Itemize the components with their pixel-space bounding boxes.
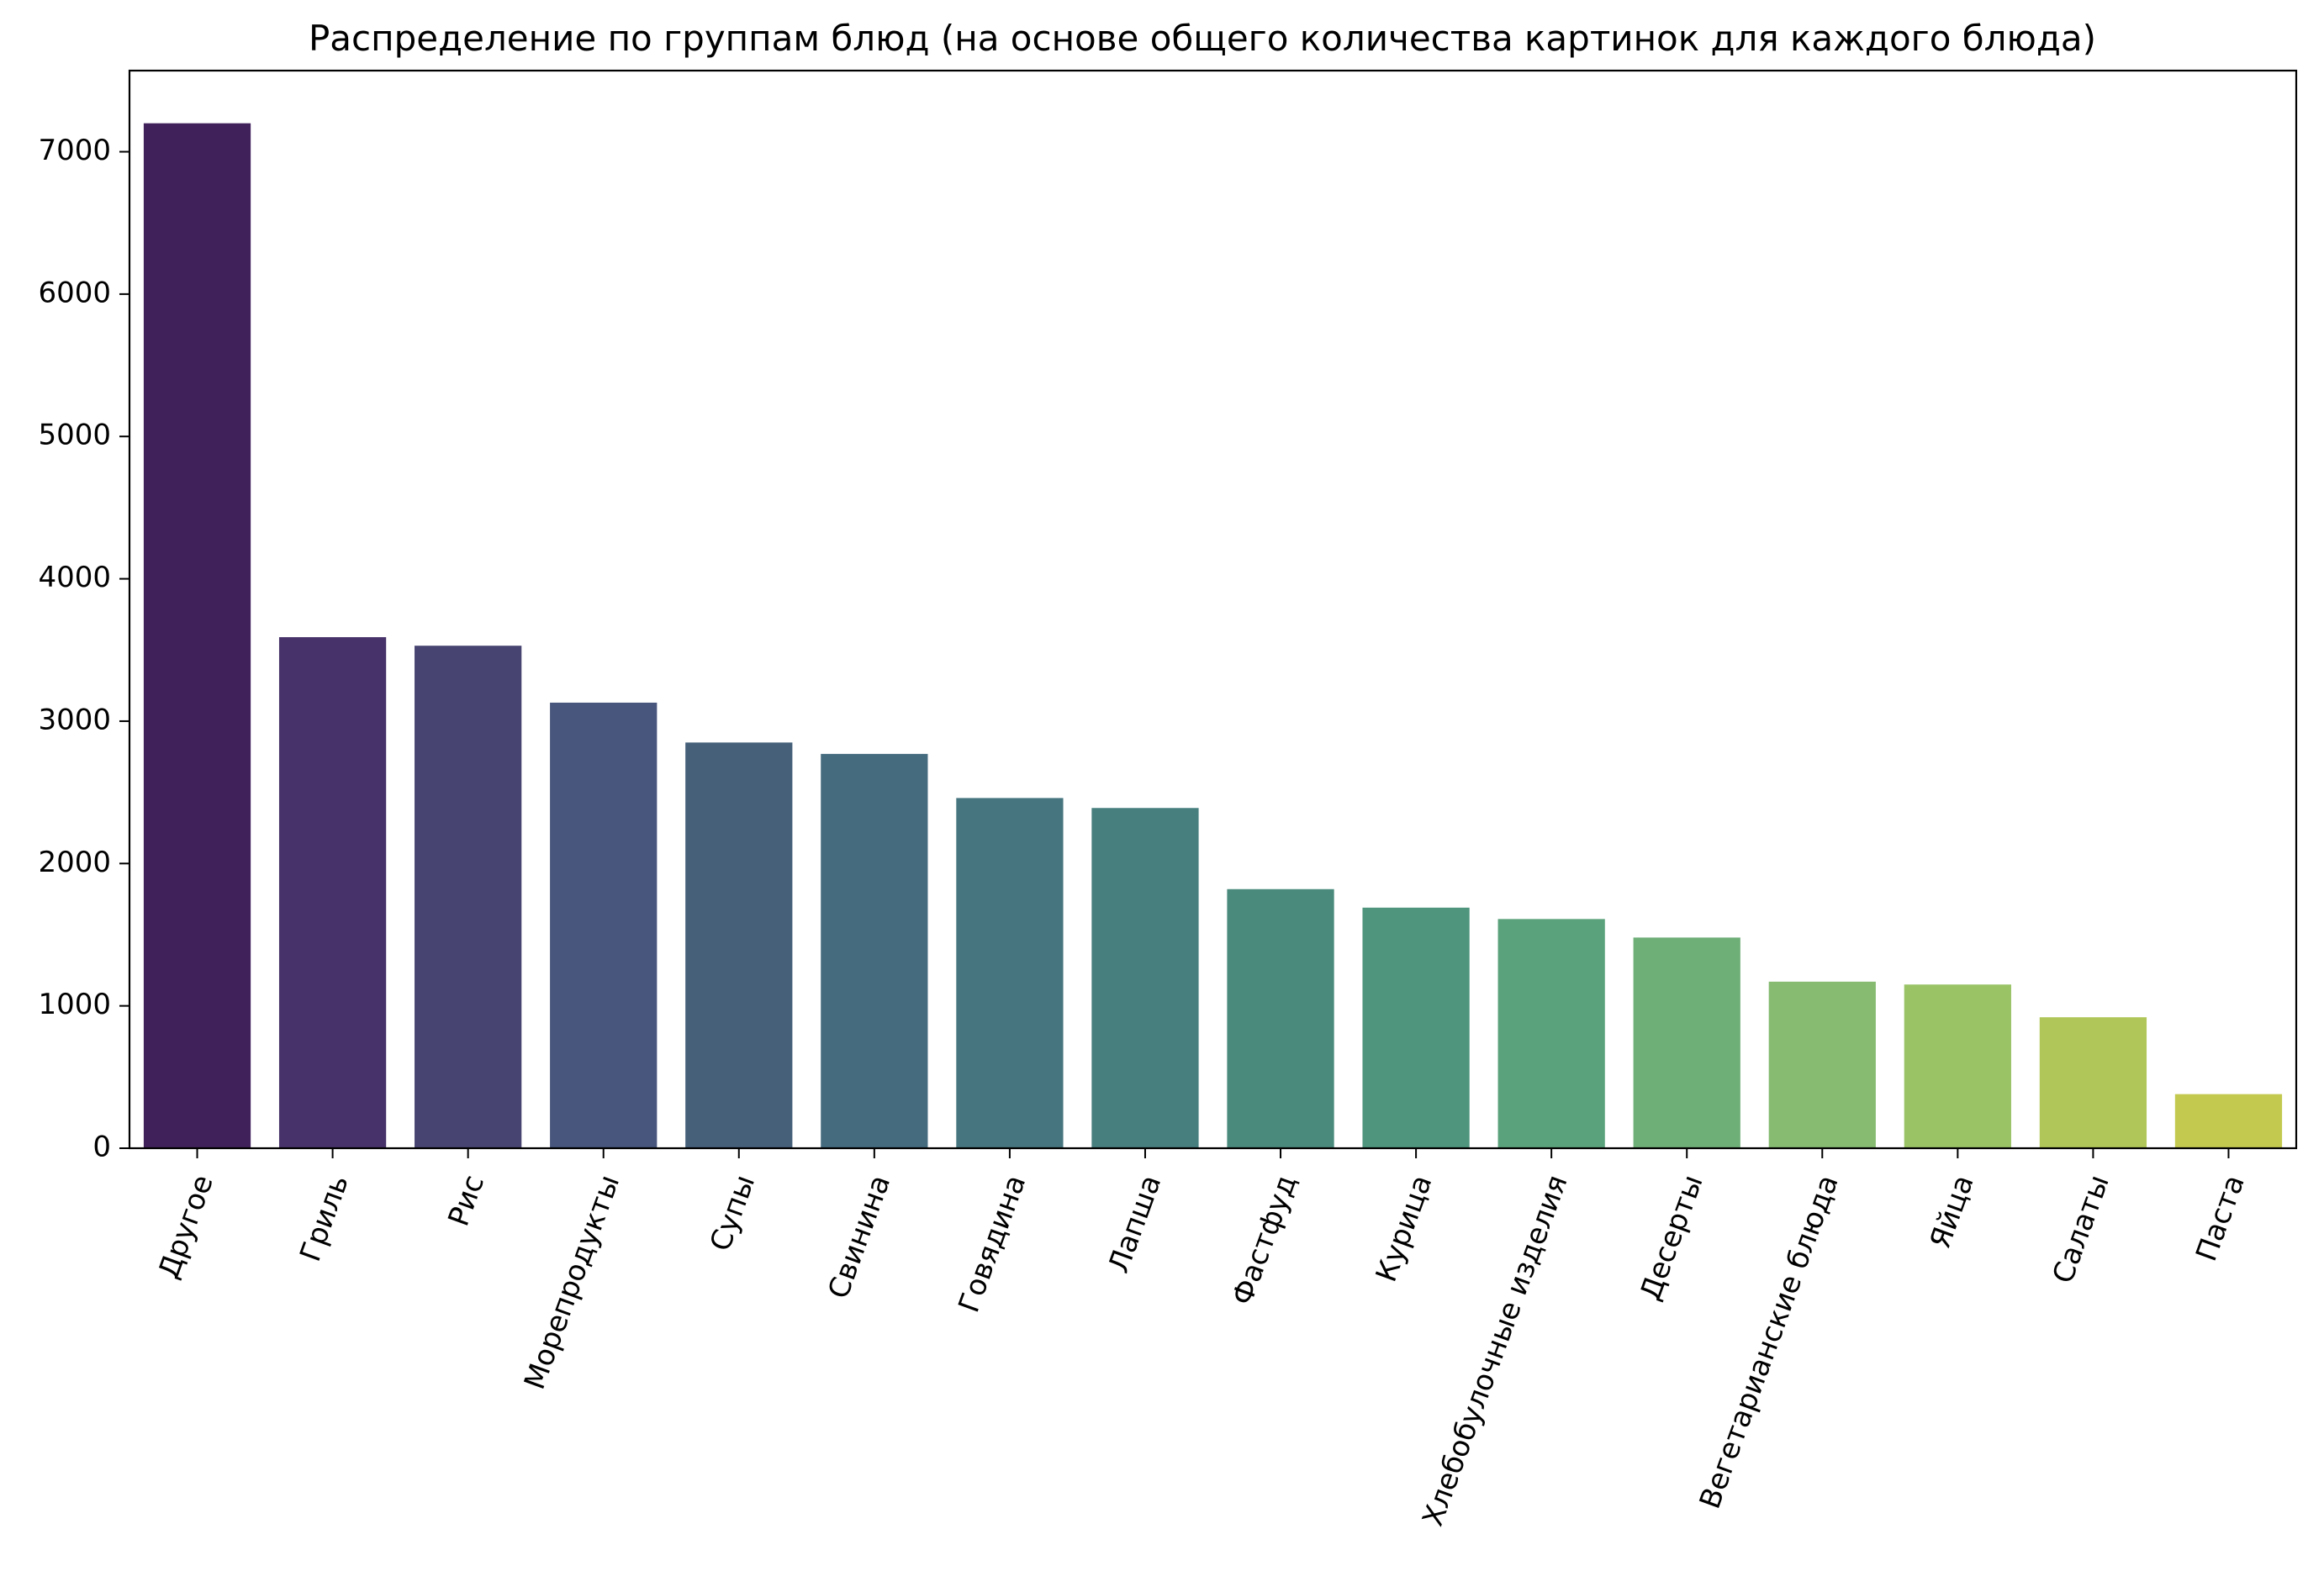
bar-15 — [2039, 1017, 2147, 1148]
x-tick-label-13: Вегетарианские блюда — [1693, 1171, 1846, 1514]
bar-1 — [143, 123, 251, 1148]
bar-6 — [821, 753, 928, 1148]
y-tick-label-7: 7000 — [38, 134, 111, 167]
bar-5 — [685, 742, 793, 1148]
plot-frame — [128, 69, 2298, 1150]
x-tick-label-12: Десерты — [1634, 1171, 1710, 1305]
x-tick-label-10: Курица — [1370, 1171, 1439, 1287]
bar-9 — [1227, 888, 1334, 1148]
bar-4 — [550, 702, 658, 1148]
x-tick-label-8: Лапша — [1102, 1171, 1169, 1278]
y-tick-label-0: 0 — [92, 1131, 111, 1164]
bars-layer — [143, 123, 2283, 1148]
x-tick-label-11: Хлебобулочные изделия — [1416, 1171, 1574, 1531]
x-tick-label-3: Рис — [441, 1171, 491, 1231]
bar-13 — [1768, 981, 1876, 1148]
x-tick-label-15: Салаты — [2046, 1171, 2115, 1288]
x-tick-label-7: Говядина — [952, 1171, 1033, 1317]
bar-11 — [1497, 919, 1605, 1148]
bar-10 — [1362, 907, 1470, 1148]
y-tick-label-6: 6000 — [38, 276, 111, 309]
bar-12 — [1633, 937, 1740, 1148]
x-axis: Другое Гриль Рис Морепродукты Супы Свинина Гов… — [152, 1148, 2252, 1531]
x-tick-label-4: Морепродукты — [518, 1171, 626, 1395]
bar-3 — [415, 646, 522, 1148]
x-tick-label-2: Гриль — [293, 1171, 356, 1266]
y-tick-label-2: 2000 — [38, 846, 111, 879]
x-tick-label-6: Свинина — [821, 1171, 897, 1304]
x-tick-label-5: Супы — [704, 1171, 762, 1256]
x-tick-label-14: Яйца — [1923, 1171, 1980, 1253]
y-tick-label-5: 5000 — [38, 419, 111, 452]
x-tick-label-16: Паста — [2189, 1171, 2252, 1266]
x-tick-label-9: Фастфуд — [1226, 1171, 1304, 1310]
bar-8 — [1091, 808, 1199, 1148]
y-tick-label-1: 1000 — [38, 988, 111, 1021]
bar-14 — [1904, 984, 2011, 1148]
chart-title: Распределение по группам блюд (на основе… — [309, 18, 2096, 59]
y-axis: 0 1000 2000 3000 4000 5000 6000 7000 — [38, 134, 129, 1164]
y-tick-label-4: 4000 — [38, 561, 111, 594]
y-tick-label-3: 3000 — [38, 703, 111, 736]
bar-16 — [2174, 1094, 2283, 1148]
bar-2 — [278, 637, 387, 1148]
x-tick-label-1: Другое — [152, 1171, 220, 1284]
bar-7 — [956, 798, 1064, 1148]
